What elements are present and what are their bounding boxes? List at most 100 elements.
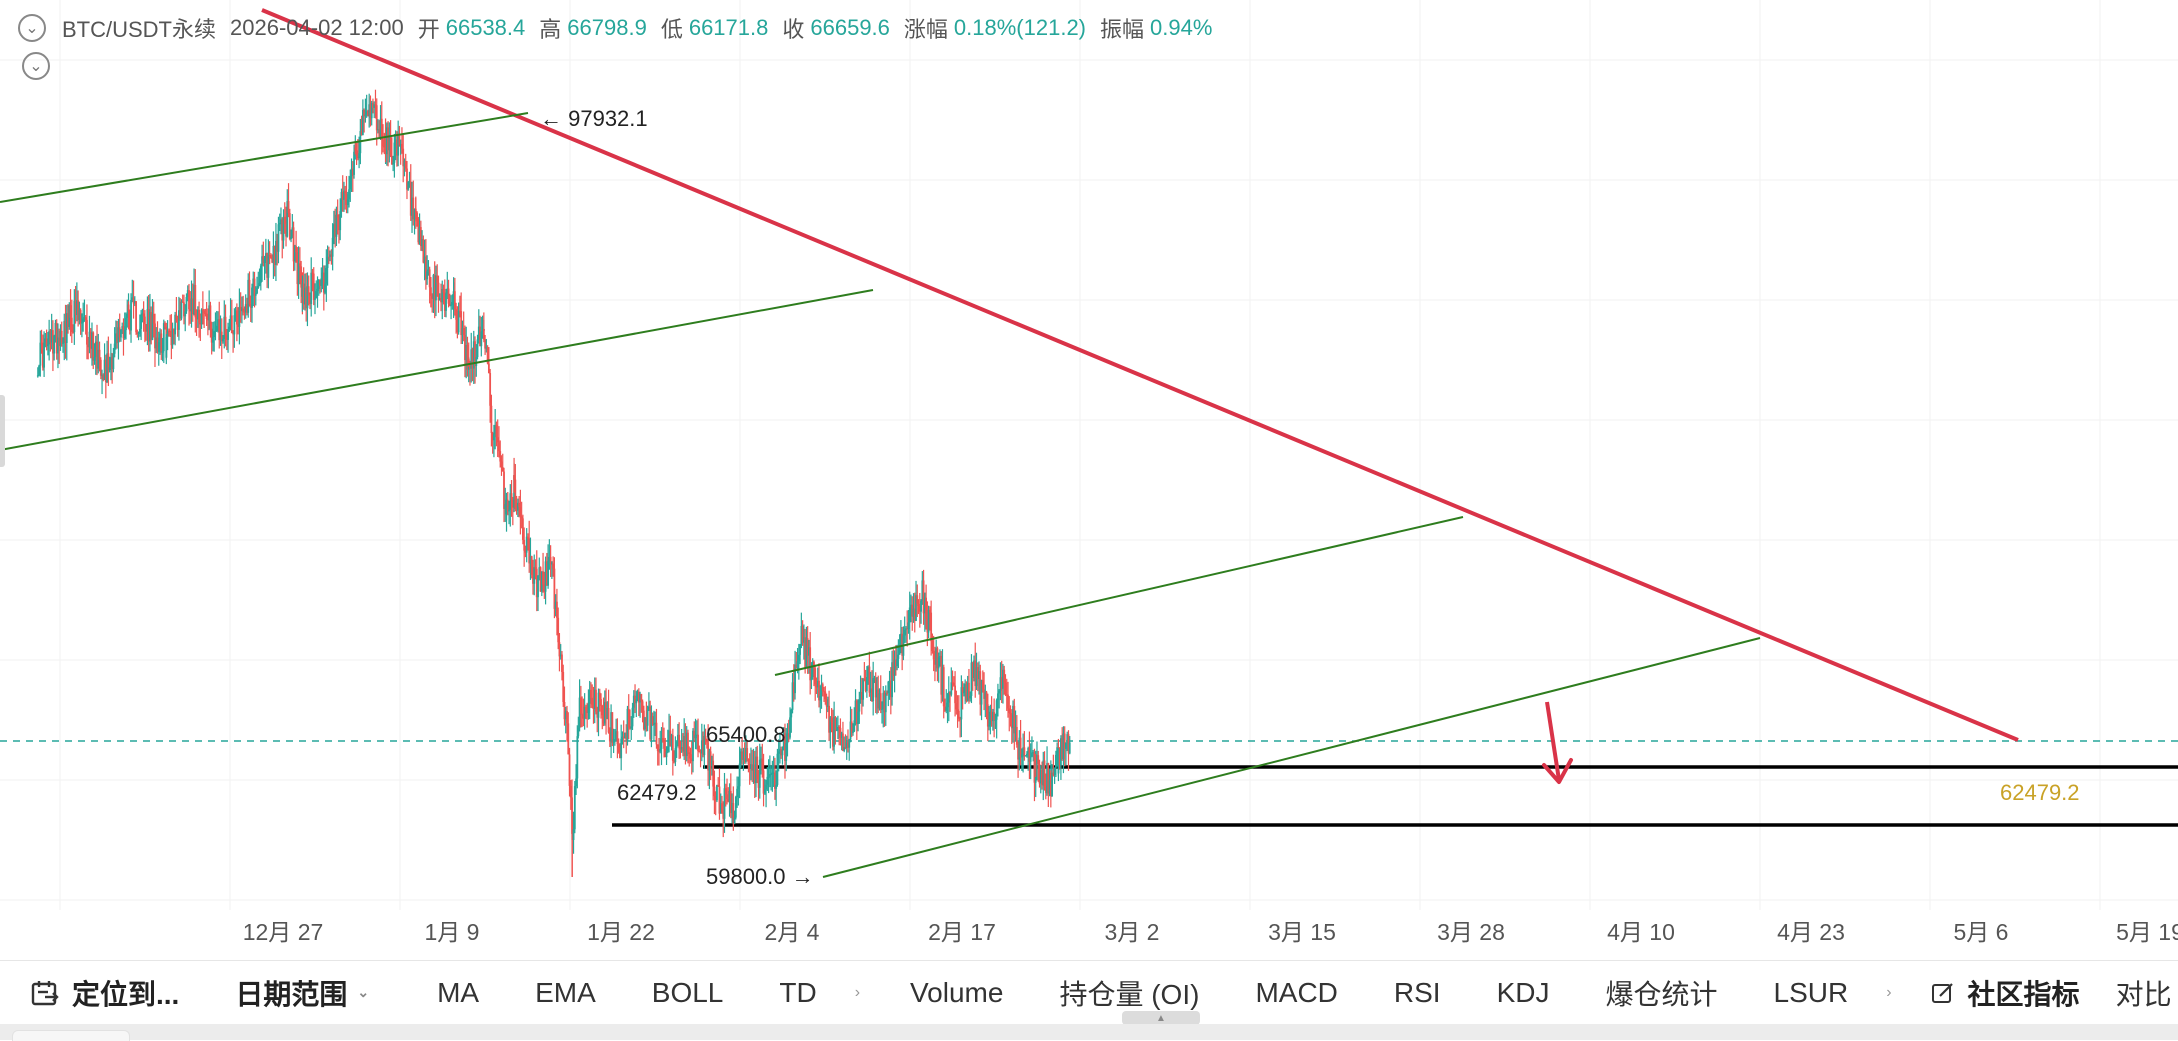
- candle-body: [925, 597, 927, 620]
- x-tick-label: 5月 19: [2116, 919, 2178, 945]
- chart-area[interactable]: ← 97932.1 65400.8 62479.2 59800.0 → 62479.2 …: [0, 0, 2178, 960]
- candle-body: [926, 619, 929, 633]
- candle-body: [1029, 756, 1032, 762]
- candle-body: [256, 287, 258, 294]
- candle-body: [178, 310, 180, 330]
- candle-body: [684, 736, 687, 756]
- candle-body: [847, 742, 849, 748]
- candle-body: [286, 201, 289, 210]
- candle-body: [785, 743, 788, 761]
- candle-body: [379, 118, 382, 138]
- candle-body: [917, 603, 920, 606]
- indicator-kdj[interactable]: KDJ: [1496, 976, 1550, 1008]
- candle-body: [490, 407, 493, 433]
- locate-button[interactable]: 定位到...: [0, 973, 207, 1013]
- candle-body: [520, 516, 523, 519]
- candle-body: [942, 667, 945, 707]
- symbol-label[interactable]: BTC/USDT永续: [62, 17, 217, 42]
- candle-body: [558, 642, 561, 657]
- candle-body: [84, 317, 87, 320]
- candle-body: [799, 645, 801, 655]
- bottom-tab[interactable]: [12, 1030, 130, 1041]
- candle-body: [107, 353, 110, 370]
- low-price-label: 59800.0 →: [706, 864, 814, 889]
- candle-body: [717, 785, 720, 787]
- candle-body: [664, 748, 667, 758]
- candle-body: [104, 359, 107, 382]
- candle-body: [954, 685, 956, 704]
- candle-body: [722, 812, 725, 819]
- candle-body: [1009, 712, 1012, 714]
- candle-body: [883, 692, 886, 713]
- candle-body: [973, 660, 975, 678]
- candle-body: [229, 315, 232, 327]
- candle-body: [132, 297, 135, 304]
- indicator-volume[interactable]: Volume: [910, 976, 1004, 1008]
- candle-body: [984, 692, 987, 699]
- candle-body: [1054, 754, 1057, 768]
- indicator-ma[interactable]: MA: [437, 976, 480, 1008]
- candle-body: [127, 304, 130, 311]
- panel-expand-handle[interactable]: ▲: [1122, 1011, 1200, 1025]
- candle-body: [999, 677, 1002, 691]
- candle-body: [288, 212, 291, 240]
- candle-body: [290, 236, 292, 240]
- drawing-toolbar-handle[interactable]: [0, 395, 5, 467]
- candle-body: [326, 256, 329, 268]
- candle-body: [853, 720, 856, 732]
- candle-body: [461, 328, 464, 336]
- candle-body: [151, 313, 154, 340]
- indicator-macd[interactable]: MACD: [1255, 976, 1338, 1008]
- candle-body: [600, 699, 602, 706]
- candle-body: [704, 735, 707, 740]
- date-range-dropdown[interactable]: 日期范围 ⌄: [207, 973, 397, 1013]
- indicator-rsi[interactable]: RSI: [1393, 976, 1441, 1008]
- indicator-lsur[interactable]: LSUR: [1773, 976, 1849, 1008]
- candle-body: [398, 135, 401, 146]
- drawings[interactable]: [0, 8, 2019, 878]
- candle-body: [862, 678, 864, 700]
- candle-body: [181, 301, 184, 303]
- indicator-td[interactable]: TD: [779, 976, 817, 1008]
- candle-body: [767, 776, 770, 778]
- indicator-chevron-icon[interactable]: ⌄: [22, 52, 50, 80]
- candle-body: [1053, 767, 1056, 775]
- bottom-scroll-strip[interactable]: [0, 1024, 2178, 1040]
- candle-body: [262, 256, 265, 263]
- candle-body: [431, 295, 434, 299]
- candle-body: [103, 359, 106, 380]
- candle-body: [671, 735, 674, 761]
- candle-body: [784, 733, 786, 761]
- compare-button[interactable]: 对比: [2115, 978, 2172, 1010]
- chevron-right-icon[interactable]: ›: [1886, 983, 1892, 1001]
- candle-body: [331, 237, 334, 257]
- community-indicators-button[interactable]: 社区指标: [1902, 973, 2108, 1013]
- candle-body: [309, 295, 311, 304]
- candle-body: [743, 758, 746, 762]
- indicator-liquidation[interactable]: 爆仓统计: [1605, 978, 1718, 1010]
- candle-body: [736, 788, 738, 797]
- candle-body: [170, 330, 173, 346]
- candle-body: [174, 314, 177, 335]
- candle-body: [611, 712, 614, 743]
- candle-body: [907, 622, 910, 630]
- indicator-boll[interactable]: BOLL: [651, 976, 724, 1008]
- candle-body: [952, 682, 955, 686]
- indicator-oi[interactable]: 持仓量 (OI): [1059, 978, 1200, 1010]
- candle-body: [969, 695, 972, 699]
- level-label-62479: 62479.2: [617, 780, 697, 805]
- collapse-chevron-icon[interactable]: ⌄: [18, 14, 46, 42]
- candle-body: [448, 303, 451, 306]
- candle-body: [235, 310, 238, 325]
- candle-body: [293, 246, 296, 262]
- indicator-ema[interactable]: EMA: [535, 976, 596, 1008]
- candle-body: [603, 702, 606, 724]
- candle-body: [394, 139, 397, 143]
- candle-body: [808, 647, 810, 656]
- candle-body: [317, 279, 320, 289]
- candle-body: [921, 580, 924, 601]
- candle-body: [650, 716, 653, 740]
- chevron-right-icon[interactable]: ›: [854, 983, 861, 1001]
- candle-body: [727, 799, 730, 802]
